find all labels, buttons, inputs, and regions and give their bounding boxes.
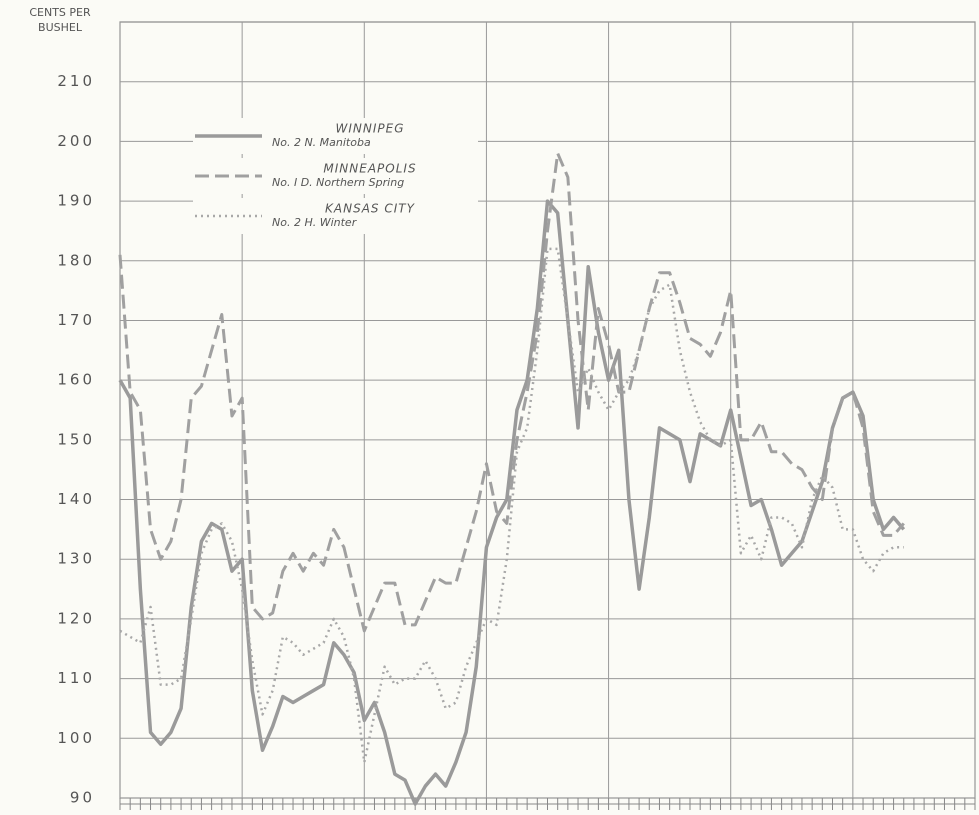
- legend-label: WINNIPEG: [335, 122, 404, 136]
- y-tick-label: 190: [57, 192, 95, 210]
- y-tick-label: 200: [57, 132, 95, 150]
- legend-label: KANSAS CITY: [325, 202, 416, 216]
- y-tick-label: 130: [57, 550, 95, 568]
- y-tick-label: 160: [57, 371, 95, 389]
- legend-label: MINNEAPOLIS: [323, 162, 416, 176]
- y-tick-label: 90: [70, 789, 95, 807]
- y-tick-label: 140: [57, 490, 95, 508]
- legend-sublabel: No. 2 N. Manitoba: [272, 136, 371, 149]
- series-line: [118, 199, 906, 806]
- y-tick-label: 210: [57, 72, 95, 90]
- y-tick-label: 120: [57, 609, 95, 627]
- legend-sublabel: No. I D. Northern Spring: [272, 176, 404, 189]
- series-line: [119, 247, 904, 764]
- series-line: [118, 151, 905, 633]
- y-tick-label: 110: [57, 669, 95, 687]
- y-tick-label: 150: [57, 430, 95, 448]
- y-label: CENTS PER: [29, 6, 91, 19]
- legend-bg: [193, 198, 478, 234]
- y-tick-label: 100: [57, 729, 95, 747]
- y-tick-label: 180: [57, 251, 95, 269]
- legend-sublabel: No. 2 H. Winter: [272, 216, 358, 229]
- y-label: BUSHEL: [38, 21, 83, 34]
- y-tick-label: 170: [57, 311, 95, 329]
